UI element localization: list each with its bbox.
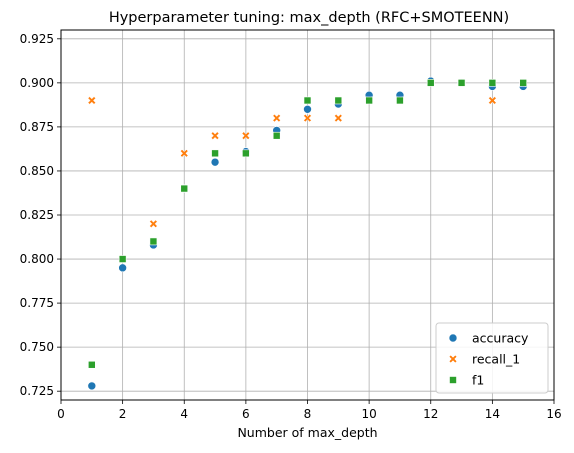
y-tick-label: 0.750 [20,340,54,354]
recall-1-point [334,113,343,123]
recall-1-point [149,219,158,228]
f1-point [488,79,497,87]
x-tick-label: 0 [57,407,65,421]
x-tick-label: 12 [423,407,438,421]
f1-point [457,79,466,87]
recall-1-point [488,96,497,105]
accuracy-point [87,381,97,391]
y-tick-label: 0.800 [20,252,54,266]
accuracy-point [303,104,312,114]
data-points [87,76,528,391]
y-tick-label: 0.825 [20,208,54,222]
x-axis-label: Number of max_depth [237,425,377,440]
x-tick-label: 4 [180,407,188,421]
f1-point [149,237,158,246]
y-tick-label: 0.875 [20,120,54,134]
f1-point [396,96,404,105]
recall-1-point [272,113,281,123]
f1-point [365,96,373,105]
f1-point [519,79,527,87]
x-tick-label: 16 [546,407,561,421]
x-tick-label: 2 [119,407,127,421]
axis-ticks: 0 2 4 6 8 10 12 14 16 0.725 0.750 0.775 0.800 0.825 0.… [20,32,562,421]
f1-point [88,360,96,369]
legend-box [435,322,549,394]
recall-1-point [241,131,251,140]
f1-point [272,131,281,140]
f1-point [211,149,219,158]
y-tick-label: 0.900 [20,76,54,90]
y-tick-label: 0.925 [20,32,54,46]
accuracy-point [210,157,220,167]
legend-marker-recall-1 [448,354,458,364]
f1-point [180,184,189,193]
f1-point [334,96,343,105]
legend-marker-f1 [449,376,457,384]
f1-point [426,79,435,87]
y-tick-label: 0.850 [20,164,54,178]
x-tick-label: 6 [242,407,250,421]
y-tick-label: 0.775 [20,296,54,310]
legend-label: accuracy [472,331,529,346]
f1-point [303,96,312,105]
recall-1-point [180,149,189,158]
legend-label: f1 [472,373,484,388]
y-tick-label: 0.725 [20,384,54,398]
legend-label: recall_1 [472,352,520,367]
recall-1-point [87,96,96,105]
recall-1-point [210,131,220,140]
legend-marker-accuracy [448,333,458,343]
accuracy-point [118,263,127,273]
x-tick-label: 14 [485,407,500,421]
f1-point [118,255,127,263]
legend: accuracy recall_1 f1 [435,322,549,394]
recall-1-point [303,113,312,123]
x-tick-label: 10 [361,407,376,421]
f1-point [242,149,250,158]
series-f1 [88,79,527,369]
chart-title: Hyperparameter tuning: max_depth (RFC+SM… [109,10,509,26]
x-tick-label: 8 [304,407,312,421]
